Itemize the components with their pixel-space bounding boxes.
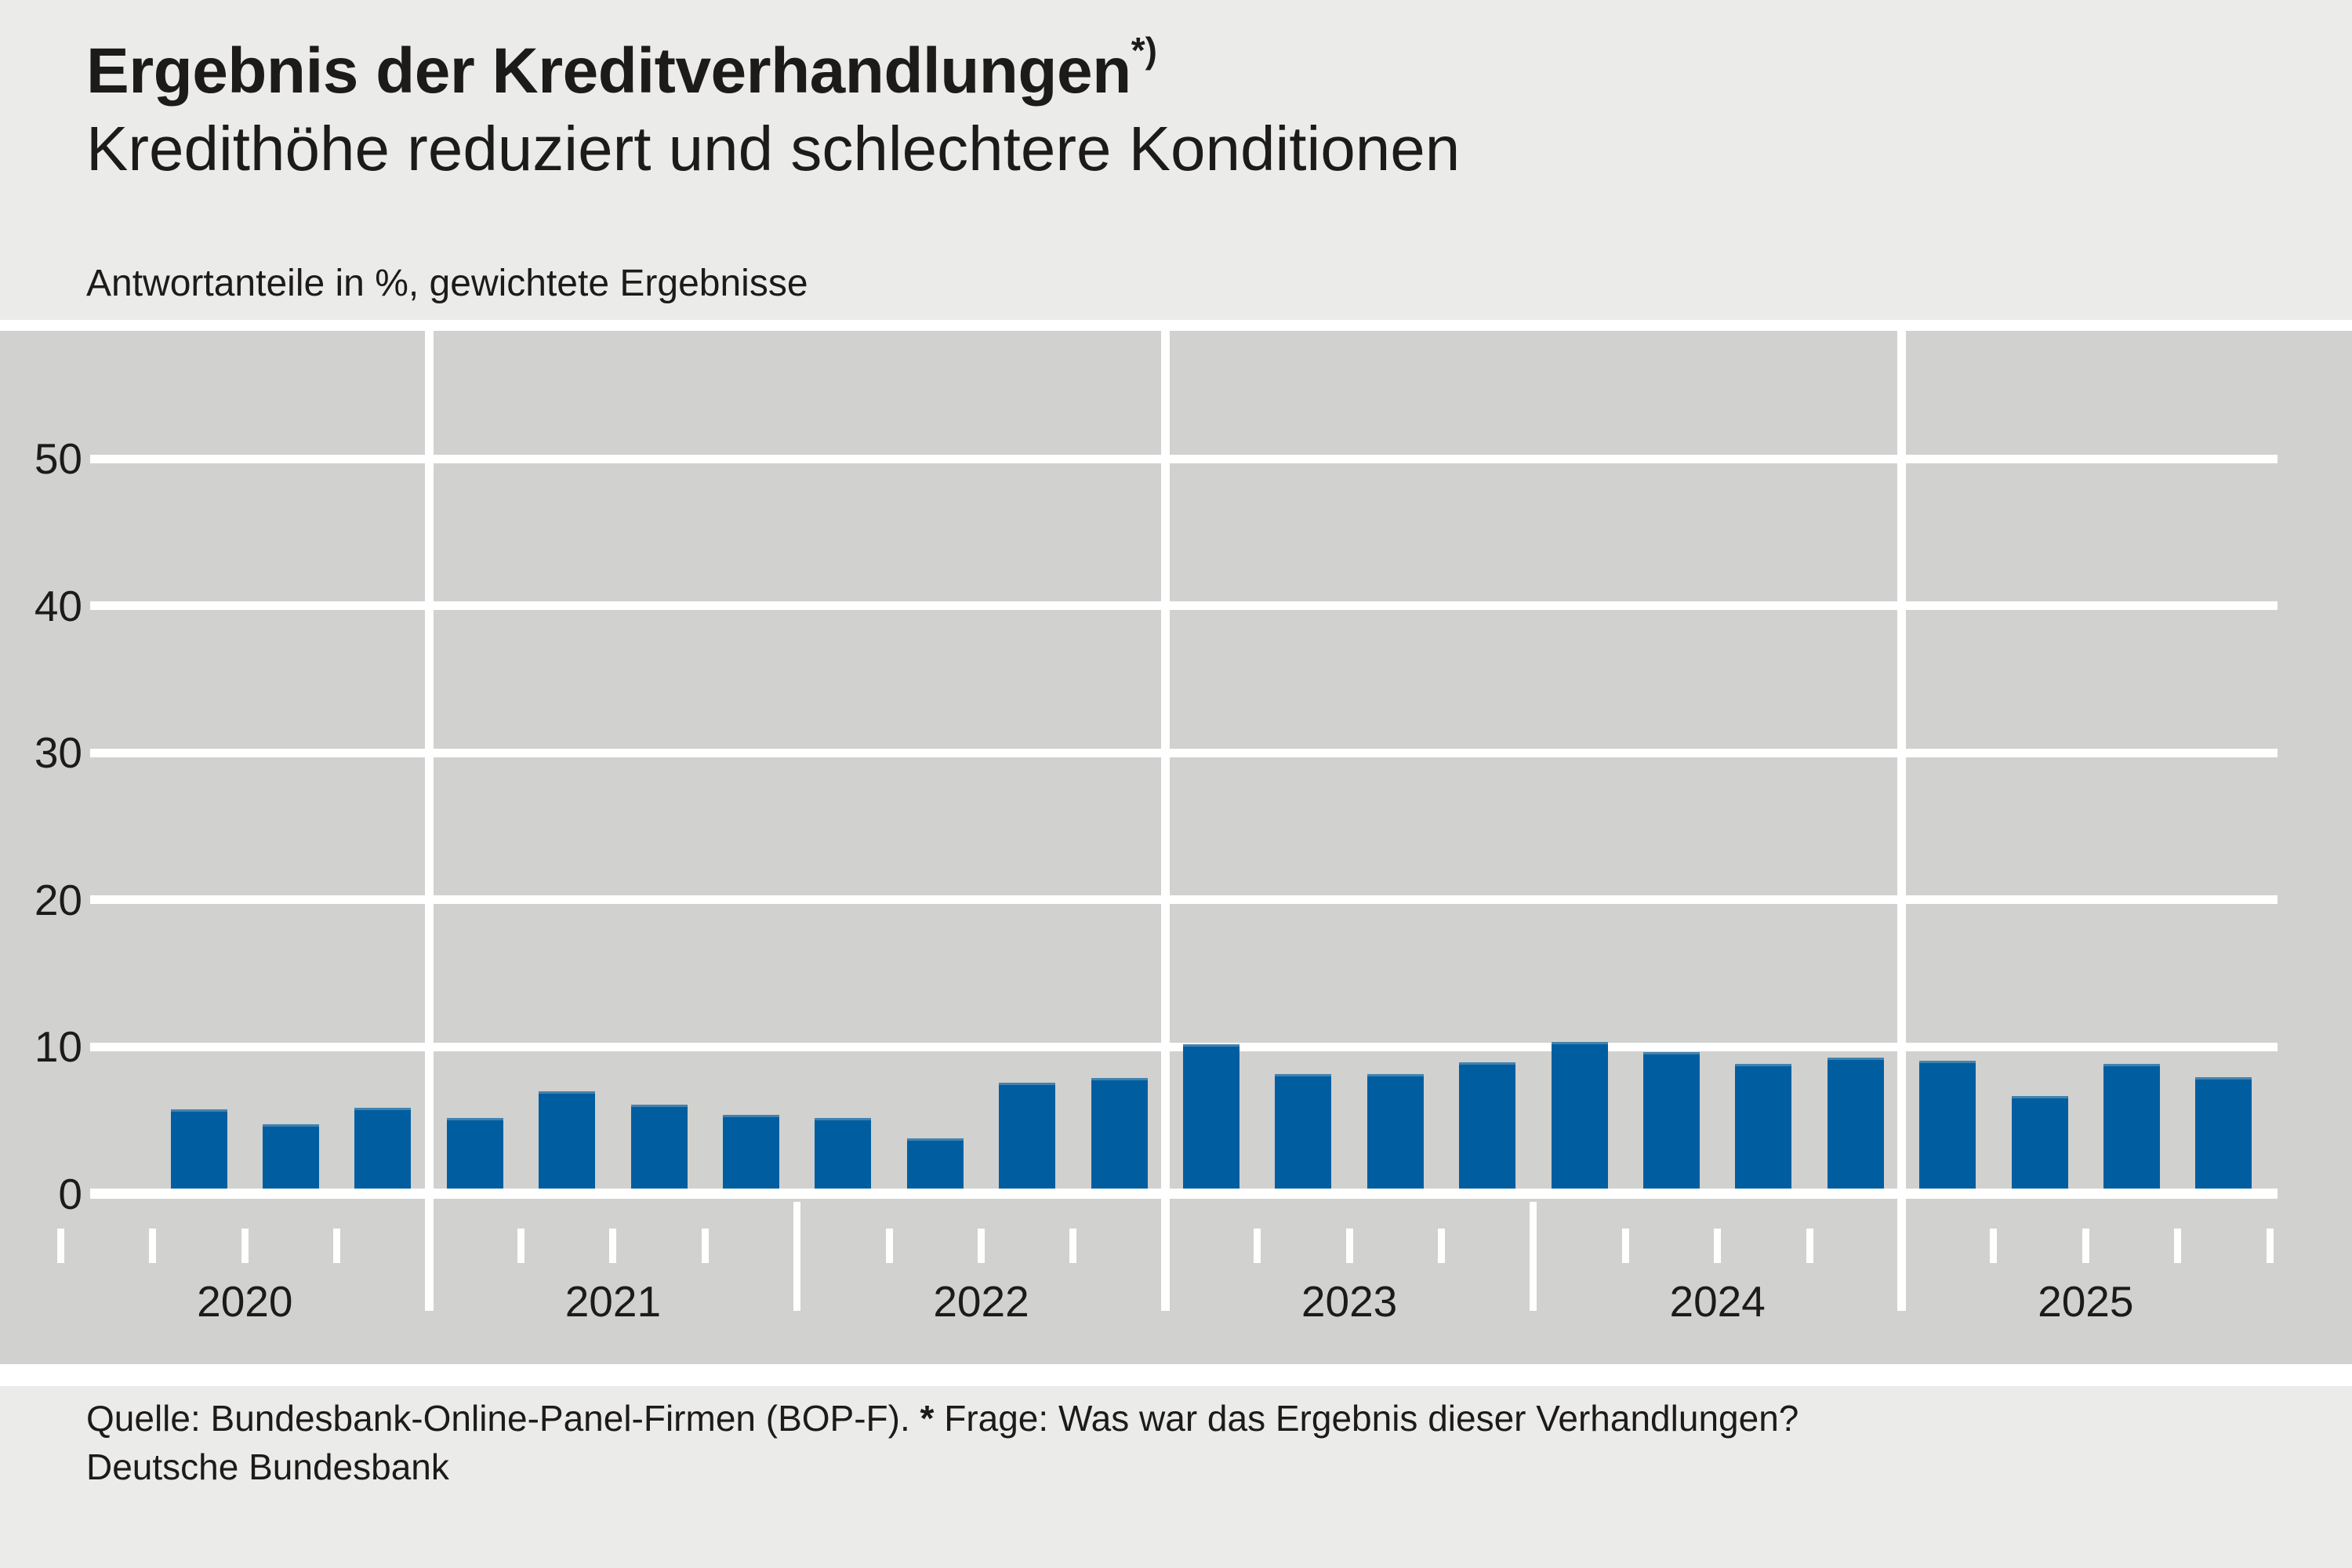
bar	[446, 1118, 503, 1189]
plot-area: 50 40 30 20 10 0 2020 2021 2022 2023 2024 2025	[0, 331, 2352, 1364]
chart-subtitle: Kredithöhe reduziert und schlechtere Kon…	[86, 114, 1461, 183]
x-axis-year-label: 2021	[564, 1277, 662, 1326]
bar	[999, 1083, 1056, 1189]
quarter-tick	[1714, 1229, 1722, 1263]
quarter-tick	[333, 1229, 341, 1263]
quarter-tick	[1254, 1229, 1261, 1263]
gridline-vertical	[1160, 331, 1170, 1311]
quarter-tick	[1990, 1229, 1998, 1263]
chart-footer: Quelle: Bundesbank-Online-Panel-Firmen (…	[0, 1386, 2352, 1568]
bar	[1275, 1073, 1332, 1189]
footnote-marker-superscript: *)	[1131, 30, 1157, 71]
quarter-tick	[1621, 1229, 1629, 1263]
bar	[1919, 1060, 1976, 1189]
bar	[630, 1105, 688, 1189]
bar	[906, 1138, 964, 1189]
publisher-line: Deutsche Bundesbank	[86, 1446, 449, 1487]
gridline-horizontal	[90, 454, 2278, 463]
quarter-tick	[2082, 1229, 2089, 1263]
chart-title-text: Ergebnis der Kreditverhandlungen	[86, 35, 1131, 107]
gridline-vertical	[1897, 331, 1906, 1311]
bar	[1643, 1051, 1700, 1189]
quarter-tick	[1069, 1229, 1077, 1263]
y-axis-label: 40	[34, 581, 82, 630]
bar	[1367, 1073, 1424, 1189]
quarter-tick	[1345, 1229, 1353, 1263]
quarter-tick	[241, 1229, 249, 1263]
y-axis-label: 0	[58, 1169, 82, 1218]
gridline-horizontal	[90, 895, 2278, 904]
x-axis-year-label: 2025	[2038, 1277, 2134, 1326]
bar	[2103, 1063, 2160, 1189]
quarter-tick	[885, 1229, 893, 1263]
bar	[170, 1109, 227, 1189]
bar	[1735, 1063, 1792, 1189]
y-axis-label: 20	[34, 875, 82, 924]
bar	[1091, 1078, 1148, 1189]
gridline-vertical	[424, 331, 434, 1311]
bar	[2011, 1095, 2068, 1189]
x-axis-year-label: 2020	[197, 1277, 293, 1326]
bar	[263, 1123, 319, 1189]
bar	[1459, 1062, 1516, 1189]
bar	[1183, 1044, 1240, 1189]
quarter-tick	[1438, 1229, 1445, 1263]
bar	[2195, 1076, 2252, 1189]
source-prefix: Quelle: Bundesbank-Online-Panel-Firmen (…	[86, 1398, 920, 1439]
source-question: Frage: Was war das Ergebnis dieser Verha…	[934, 1398, 1799, 1439]
quarter-tick	[149, 1229, 157, 1263]
bar	[1551, 1041, 1608, 1189]
source-line: Quelle: Bundesbank-Online-Panel-Firmen (…	[86, 1396, 1798, 1441]
axis-edge-tick	[2266, 1229, 2274, 1263]
bar	[539, 1091, 596, 1189]
y-axis-label: 10	[34, 1022, 82, 1071]
quarter-tick	[609, 1229, 617, 1263]
quarter-tick	[978, 1229, 985, 1263]
bar	[1827, 1058, 1884, 1189]
zero-baseline	[90, 1189, 2278, 1199]
axis-edge-tick	[57, 1229, 64, 1263]
x-axis-year-label: 2023	[1301, 1277, 1398, 1326]
source-footnote-marker: *	[920, 1398, 935, 1439]
year-separator	[793, 1202, 801, 1311]
y-axis-label: 50	[34, 434, 82, 483]
x-axis-year-label: 2022	[933, 1277, 1029, 1326]
bar	[723, 1115, 779, 1189]
chart-header: Ergebnis der Kreditverhandlungen*) Kredi…	[0, 0, 2352, 320]
bar	[815, 1118, 872, 1189]
gridline-horizontal	[90, 601, 2278, 610]
year-separator	[1530, 1202, 1537, 1311]
y-axis-label: 30	[34, 728, 82, 777]
units-note: Antwortanteile in %, gewichtete Ergebnis…	[86, 263, 808, 304]
x-axis-year-label: 2024	[1669, 1277, 1766, 1326]
quarter-tick	[517, 1229, 524, 1263]
bar	[354, 1107, 412, 1189]
chart-title: Ergebnis der Kreditverhandlungen*)	[86, 31, 1157, 105]
quarter-tick	[1806, 1229, 1813, 1263]
quarter-tick	[2174, 1229, 2182, 1263]
quarter-tick	[701, 1229, 709, 1263]
gridline-horizontal	[90, 748, 2278, 757]
